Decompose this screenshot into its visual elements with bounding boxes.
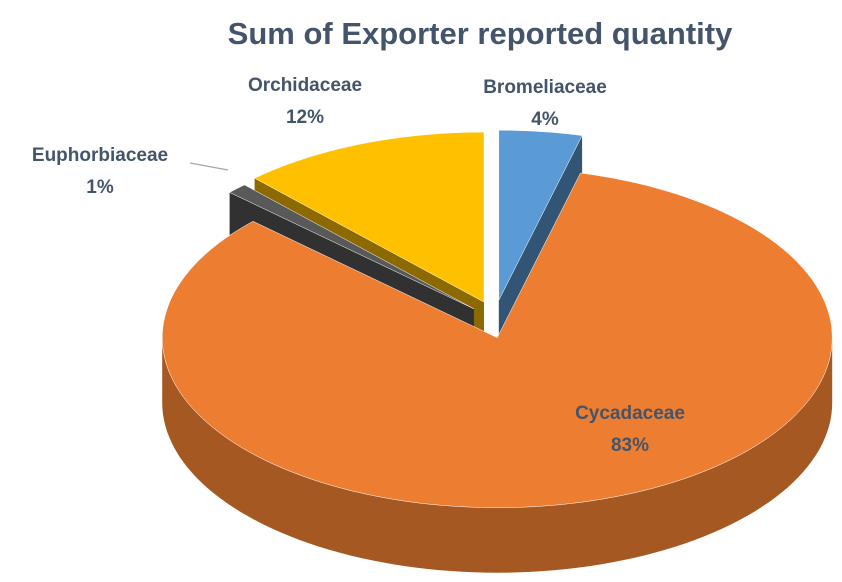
slice-wall <box>162 337 833 573</box>
slice <box>162 172 833 508</box>
data-label-name: Euphorbiaceae <box>32 145 168 166</box>
data-label-value: 12% <box>286 107 324 128</box>
slice <box>498 129 583 301</box>
slice <box>254 131 485 303</box>
slice <box>229 184 474 310</box>
data-label-value: 83% <box>611 435 649 456</box>
chart-title: Sum of Exporter reported quantity <box>228 16 733 51</box>
data-label-name: Bromeliaceae <box>483 77 607 98</box>
data-label-name: Orchidaceae <box>248 75 362 96</box>
leader-line <box>189 162 229 171</box>
data-label-value: 1% <box>86 177 114 198</box>
data-label-value: 4% <box>531 109 559 130</box>
data-label-name: Cycadaceae <box>575 403 685 424</box>
